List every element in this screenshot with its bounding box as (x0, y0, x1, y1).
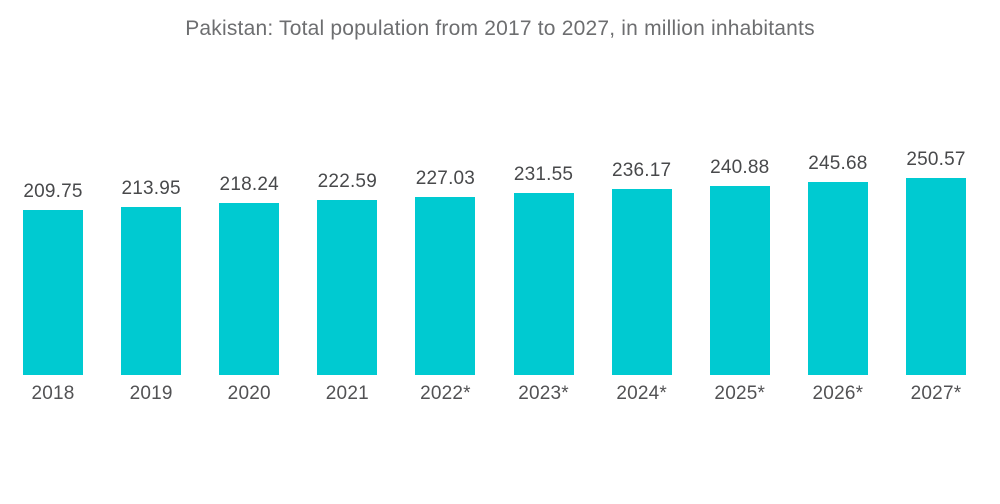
bar-value-label: 250.57 (906, 149, 966, 170)
chart-title: Pakistan: Total population from 2017 to … (185, 17, 815, 40)
bar-value-label: 231.55 (513, 164, 574, 185)
x-tick-label: 2027* (910, 383, 962, 404)
x-tick-label: 2019 (129, 383, 173, 404)
bar-column: 245.68 (807, 152, 868, 375)
bar (23, 210, 83, 375)
bar-column: 218.24 (219, 174, 280, 375)
bar (513, 193, 574, 375)
bar (219, 203, 280, 375)
x-axis-tick-labels: 2018 2019 2020 2021 2022* 2023* 2024* 2025* 2026… (23, 383, 966, 405)
bar (317, 200, 378, 375)
bar (611, 189, 672, 375)
bar (121, 206, 182, 375)
bar-column: 213.95 (121, 177, 182, 375)
bar-value-label: 213.95 (121, 177, 181, 199)
bar-value-label: 218.24 (219, 174, 279, 196)
bar-value-label: 209.75 (23, 181, 83, 203)
bar (415, 196, 476, 375)
x-tick-label: 2022* (420, 383, 471, 404)
x-tick-label: 2024* (616, 383, 667, 404)
bar-column: 231.55 (513, 164, 574, 375)
x-tick-label: 2018 (31, 383, 75, 404)
bar-column: 240.88 (709, 156, 770, 375)
bar-value-label: 227.03 (415, 167, 476, 189)
bar-column: 222.59 (317, 171, 378, 375)
x-tick-label: 2021 (325, 383, 369, 404)
bar-value-label: 245.68 (808, 152, 868, 174)
plot-area: 209.75 213.95 218.24 222.59 227.03 231.55 236.… (23, 0, 966, 375)
x-tick-label: 2020 (227, 383, 271, 404)
bar (807, 181, 868, 375)
bar-value-label: 222.59 (317, 171, 377, 192)
bar-column: 227.03 (415, 167, 476, 375)
bar-column: 209.75 (23, 181, 83, 375)
x-tick-label: 2023* (518, 383, 569, 404)
bar (709, 185, 770, 375)
bar (905, 178, 966, 375)
x-tick-label: 2026* (812, 383, 864, 404)
x-tick-label: 2025* (714, 383, 766, 404)
bar-value-label: 240.88 (710, 156, 770, 178)
bar-value-label: 236.17 (611, 160, 672, 182)
bar-column: 236.17 (611, 160, 672, 375)
bar-column: 250.57 (905, 149, 966, 375)
